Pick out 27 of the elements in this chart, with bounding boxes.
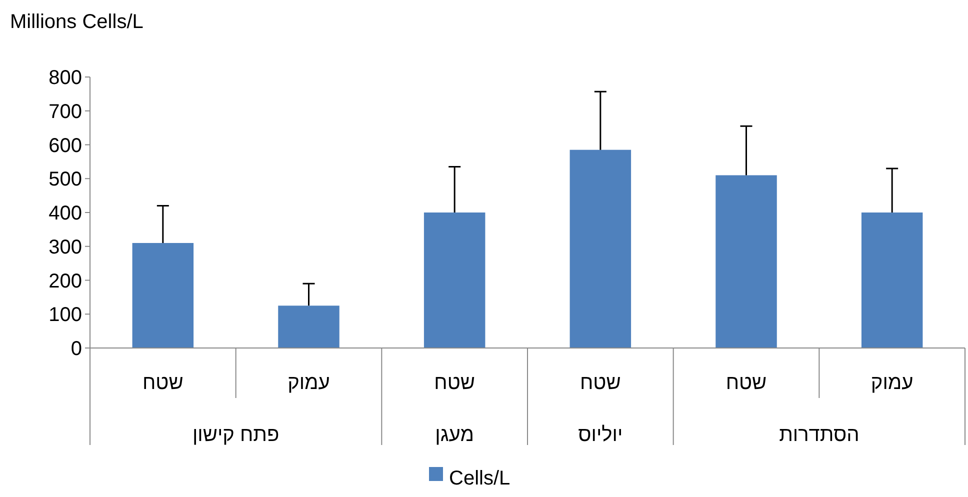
y-tick-label: 600 bbox=[48, 134, 82, 157]
text: פתח קישון bbox=[192, 424, 280, 446]
text: יוליוס bbox=[578, 424, 623, 446]
x-tick-label: עמוק bbox=[870, 372, 914, 394]
x-tick-label: שטח bbox=[434, 372, 475, 394]
x-tick-label: שטח bbox=[580, 372, 621, 394]
x-tick-label: שטח bbox=[726, 372, 767, 394]
bar bbox=[132, 242, 194, 348]
y-tick-label: 500 bbox=[48, 168, 82, 191]
bar bbox=[716, 175, 777, 348]
y-tick-label: 800 bbox=[48, 67, 82, 89]
text: מעגן bbox=[435, 424, 474, 446]
y-tick-label: 0 bbox=[70, 338, 82, 360]
text: הסתדרות bbox=[779, 424, 860, 446]
bar bbox=[278, 306, 340, 348]
y-tick-label: 200 bbox=[48, 270, 82, 292]
y-tick-label: 100 bbox=[48, 304, 82, 326]
y-tick-label: 700 bbox=[48, 100, 82, 123]
y-tick-label: 400 bbox=[48, 202, 82, 224]
bar bbox=[424, 212, 486, 348]
x-tick-label: שטח bbox=[142, 372, 184, 394]
legend-label: Cells/L bbox=[449, 467, 510, 490]
x-tick-label: עמוק bbox=[288, 372, 330, 394]
bar bbox=[570, 150, 632, 348]
y-axis-title: Millions Cells/L bbox=[10, 11, 144, 33]
bar bbox=[861, 212, 923, 348]
y-tick-label: 300 bbox=[48, 236, 82, 258]
